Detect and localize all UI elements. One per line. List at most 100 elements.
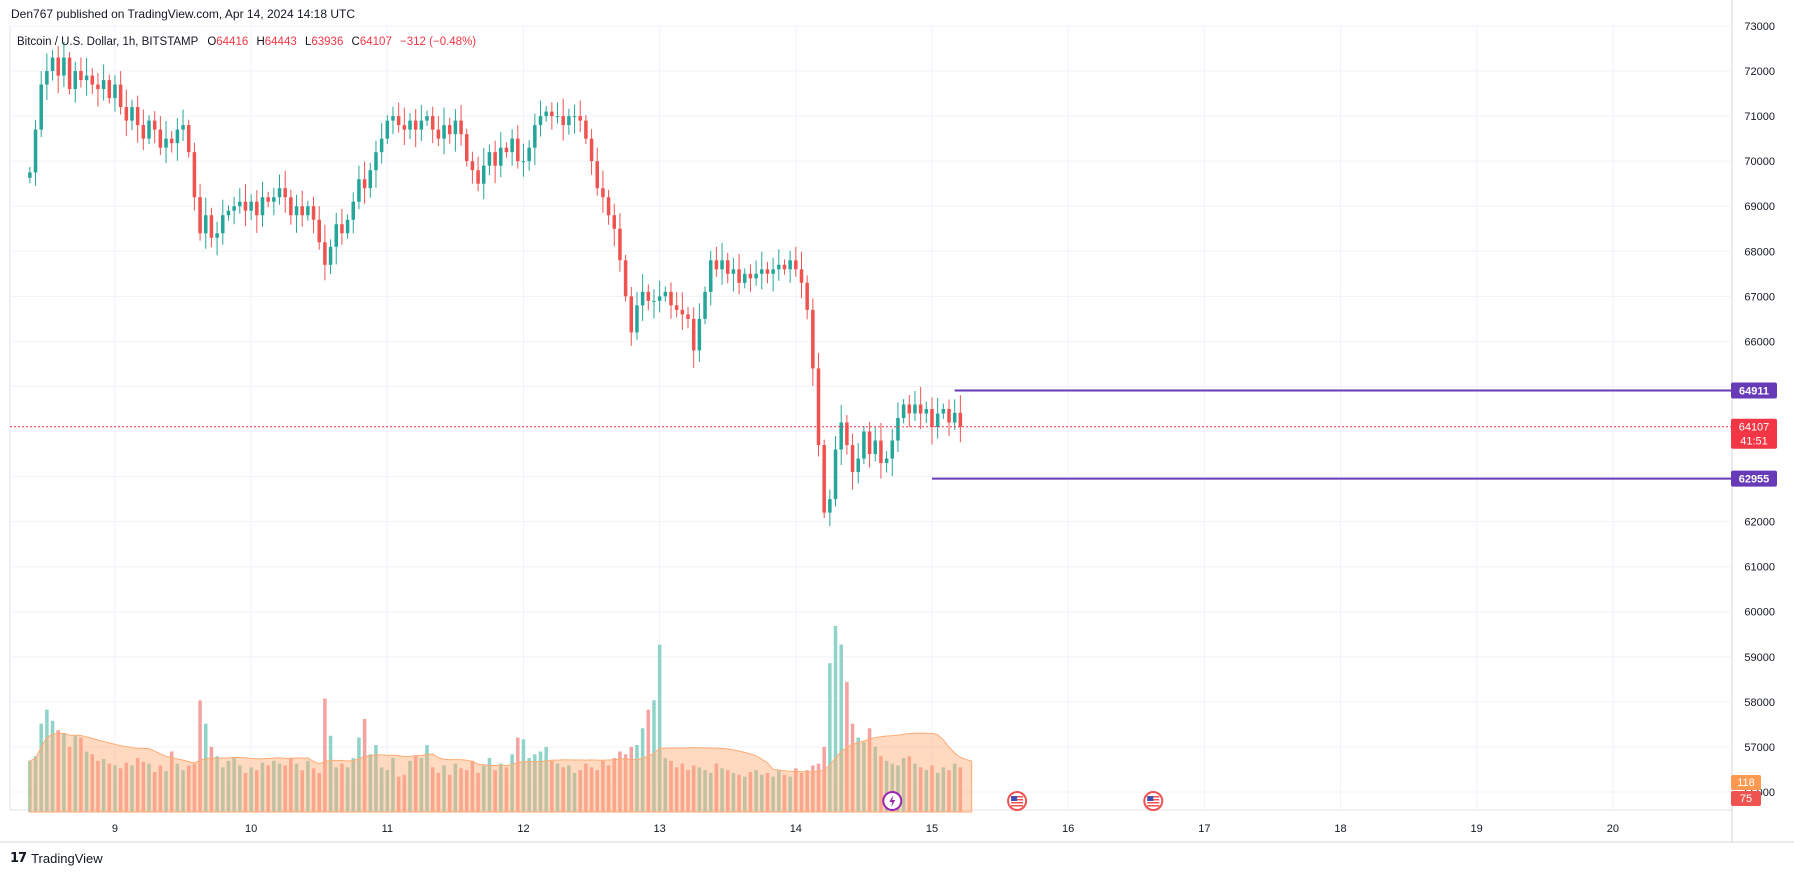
volume-bar	[924, 770, 929, 812]
volume-bar	[873, 746, 878, 812]
candle-body	[584, 120, 588, 139]
volume-bar	[317, 772, 321, 812]
candle-body	[249, 201, 253, 211]
candle-body	[311, 206, 316, 220]
volume-bar	[629, 746, 634, 812]
candle-body	[73, 71, 78, 90]
volume-bar	[930, 765, 934, 812]
candle-body	[788, 260, 792, 270]
tradingview-logo-icon: 17	[10, 851, 27, 866]
volume-bar	[913, 763, 917, 812]
candle-body	[351, 201, 356, 220]
candle-body	[368, 170, 373, 189]
volume-bar	[765, 772, 770, 812]
price-tick-label: 69000	[1744, 201, 1775, 213]
volume-bar	[209, 746, 214, 812]
candle-body	[181, 125, 185, 130]
candle-body	[408, 120, 412, 130]
candle-body	[391, 116, 395, 121]
volume-bar	[708, 772, 713, 812]
volume-bar	[674, 767, 679, 812]
candle-body	[323, 242, 327, 265]
candle-body	[629, 296, 634, 333]
candle-body	[646, 291, 651, 301]
volume-bar	[402, 774, 407, 812]
candle-body	[777, 264, 781, 270]
last-price-badge	[1731, 418, 1777, 449]
volume-bar	[941, 767, 946, 812]
volume-bar	[884, 760, 889, 812]
candle-body	[243, 201, 248, 211]
candle-body	[340, 224, 344, 234]
candle-body	[130, 107, 134, 121]
candle-body	[760, 269, 764, 274]
candle-body	[862, 431, 866, 459]
candle-body	[79, 71, 83, 81]
candle-body	[623, 260, 628, 297]
ohlc-legend: Bitcoin / U.S. Dollar, 1h, BITSTAMP O644…	[17, 36, 476, 48]
flag-stripe	[1011, 802, 1024, 804]
volume-bar	[663, 758, 668, 812]
candle-body	[345, 219, 350, 234]
volume-bar	[839, 644, 843, 812]
volume-bar	[300, 770, 304, 812]
volume-bar	[918, 767, 923, 812]
volume-bar	[277, 763, 282, 812]
volume-bar	[198, 700, 202, 812]
volume-bar	[572, 772, 577, 812]
candle-body	[527, 147, 531, 162]
price-axis: 73000 72000 71000 70000 69000 68000 67000 66000…	[1744, 21, 1775, 799]
candle-body	[538, 116, 543, 126]
volume-bar	[901, 758, 906, 812]
volume-bar	[947, 770, 951, 812]
candle-body	[487, 152, 492, 166]
volume-bar	[635, 745, 639, 812]
volume-bar	[413, 756, 418, 812]
volume-bar	[521, 739, 526, 812]
candle-body	[436, 129, 441, 139]
volume-bar	[788, 776, 792, 812]
candle-body	[152, 120, 157, 130]
volume-bar	[447, 774, 452, 812]
candle-body	[799, 269, 804, 283]
volume-bar	[442, 765, 446, 812]
volume-bar	[141, 761, 146, 812]
volume-bar	[374, 745, 378, 812]
candle-body	[913, 404, 917, 414]
candle-body	[328, 246, 333, 265]
candle-body	[816, 368, 821, 446]
volume-bar	[192, 763, 197, 812]
candle-body	[277, 188, 282, 198]
volume-bar	[487, 758, 492, 812]
volume-bar	[186, 765, 191, 812]
legend-symbol: Bitcoin / U.S. Dollar, 1h, BITSTAMP O644…	[17, 36, 476, 48]
volume-bar	[453, 763, 458, 812]
flag-stripe	[1147, 802, 1160, 804]
candle-body	[657, 296, 662, 301]
candle-body	[186, 125, 191, 153]
volume-bar	[935, 772, 940, 812]
price-tick-label: 57000	[1744, 742, 1775, 754]
time-tick-label: 16	[1062, 823, 1074, 835]
candle-body	[765, 269, 770, 274]
candle-body	[209, 215, 214, 238]
volume-bar	[96, 760, 100, 812]
candle-body	[203, 215, 208, 234]
volume-bar	[714, 763, 719, 812]
candle-body	[28, 172, 32, 178]
tradingview-logo[interactable]: 17 TradingView	[10, 851, 103, 866]
volume-bar	[646, 709, 651, 812]
volume-bar	[408, 760, 412, 812]
volume-bar	[555, 763, 560, 812]
candle-body	[510, 138, 514, 153]
candle-body	[720, 260, 724, 270]
candle-body	[850, 445, 855, 473]
candle-body	[947, 408, 951, 423]
candle-body	[192, 152, 197, 198]
volume-bar	[107, 763, 112, 812]
volume-badge	[1731, 775, 1761, 790]
volume-bar	[833, 625, 838, 812]
candle-body	[499, 147, 503, 166]
volume-bar	[777, 770, 781, 812]
